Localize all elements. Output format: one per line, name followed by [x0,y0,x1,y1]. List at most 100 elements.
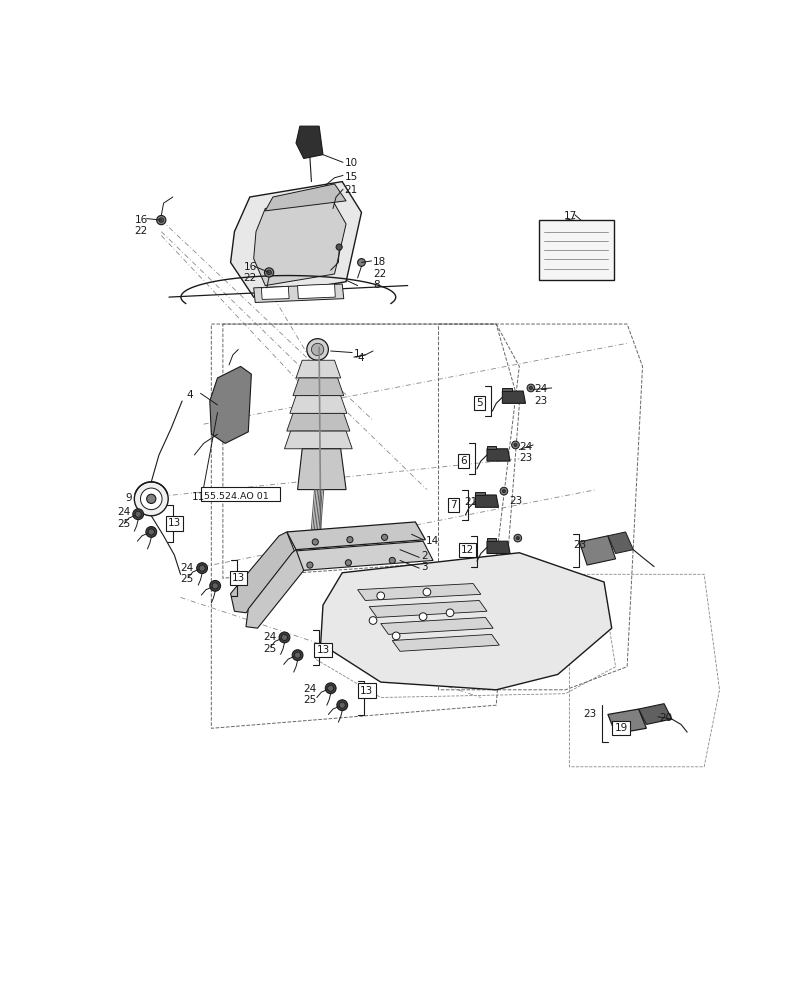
Circle shape [307,339,328,360]
Circle shape [307,562,312,568]
Circle shape [392,632,400,640]
Text: 21: 21 [344,185,358,195]
Circle shape [311,539,318,545]
Circle shape [140,488,162,510]
Circle shape [279,632,290,643]
Circle shape [339,702,345,708]
Polygon shape [230,532,294,613]
Text: 24: 24 [519,442,532,452]
Text: 13: 13 [360,686,373,696]
Polygon shape [475,495,498,507]
Circle shape [212,583,218,589]
Text: 24: 24 [264,632,277,642]
Circle shape [337,700,347,711]
Polygon shape [284,431,352,449]
Circle shape [346,537,353,543]
Text: 55.524.AO 01: 55.524.AO 01 [204,492,268,501]
Text: 23: 23 [519,453,532,463]
Polygon shape [292,541,432,570]
Polygon shape [320,553,611,690]
Text: 4: 4 [187,389,193,399]
Circle shape [336,244,341,250]
Polygon shape [392,634,499,651]
Circle shape [376,592,384,600]
Text: 23: 23 [573,540,586,550]
Text: 25: 25 [303,695,316,705]
Circle shape [345,560,351,566]
Circle shape [311,343,324,356]
Text: 23: 23 [582,709,596,719]
Polygon shape [296,360,341,378]
Circle shape [147,494,156,503]
Polygon shape [296,126,323,158]
Text: 22: 22 [134,226,148,236]
Polygon shape [293,378,343,396]
Text: 13: 13 [168,518,181,528]
Circle shape [511,441,519,449]
Text: 5: 5 [475,398,482,408]
Circle shape [388,557,395,564]
Polygon shape [246,550,303,628]
Circle shape [196,563,208,574]
Polygon shape [265,184,345,211]
Text: 22: 22 [243,273,256,283]
Text: 3: 3 [420,562,427,572]
Polygon shape [502,388,511,391]
Circle shape [294,652,300,658]
Circle shape [423,588,431,596]
Polygon shape [357,584,480,600]
Polygon shape [230,182,361,297]
Polygon shape [579,536,615,565]
Text: 23: 23 [534,396,547,406]
Text: 17: 17 [564,211,577,221]
Text: 11: 11 [192,492,205,502]
Text: 10: 10 [344,158,357,168]
Polygon shape [297,284,335,299]
Text: 4: 4 [357,353,364,363]
Circle shape [357,259,365,266]
Circle shape [146,527,157,537]
Circle shape [369,617,376,624]
Circle shape [418,613,427,620]
Polygon shape [286,522,425,550]
Text: 24: 24 [180,563,194,573]
Polygon shape [290,396,346,413]
Circle shape [327,685,333,691]
Text: 1: 1 [354,349,360,359]
Text: 13: 13 [316,645,329,655]
Circle shape [159,218,163,222]
Circle shape [526,384,534,392]
Text: 25: 25 [118,519,131,529]
Text: 23: 23 [508,496,522,506]
Polygon shape [638,704,671,724]
Circle shape [292,650,303,661]
Text: 20: 20 [659,713,672,723]
Polygon shape [369,600,487,617]
Polygon shape [380,617,492,634]
Circle shape [267,270,271,275]
Text: 13: 13 [231,573,245,583]
Polygon shape [297,449,345,490]
Polygon shape [261,286,289,299]
Circle shape [513,443,517,446]
Polygon shape [502,391,525,403]
Circle shape [500,487,507,495]
Circle shape [502,490,504,493]
Circle shape [148,529,154,535]
Polygon shape [253,284,343,302]
Circle shape [264,268,273,277]
Text: 9: 9 [125,493,131,503]
Polygon shape [607,709,646,734]
Circle shape [134,482,168,516]
FancyBboxPatch shape [201,487,280,501]
Circle shape [529,386,532,389]
Polygon shape [286,413,350,431]
Text: 22: 22 [372,269,386,279]
Circle shape [325,683,336,694]
Polygon shape [487,449,509,461]
Text: 25: 25 [264,644,277,654]
Text: 12: 12 [461,545,474,555]
Polygon shape [475,492,484,495]
Text: 24: 24 [534,384,547,394]
Text: 24: 24 [118,507,131,517]
